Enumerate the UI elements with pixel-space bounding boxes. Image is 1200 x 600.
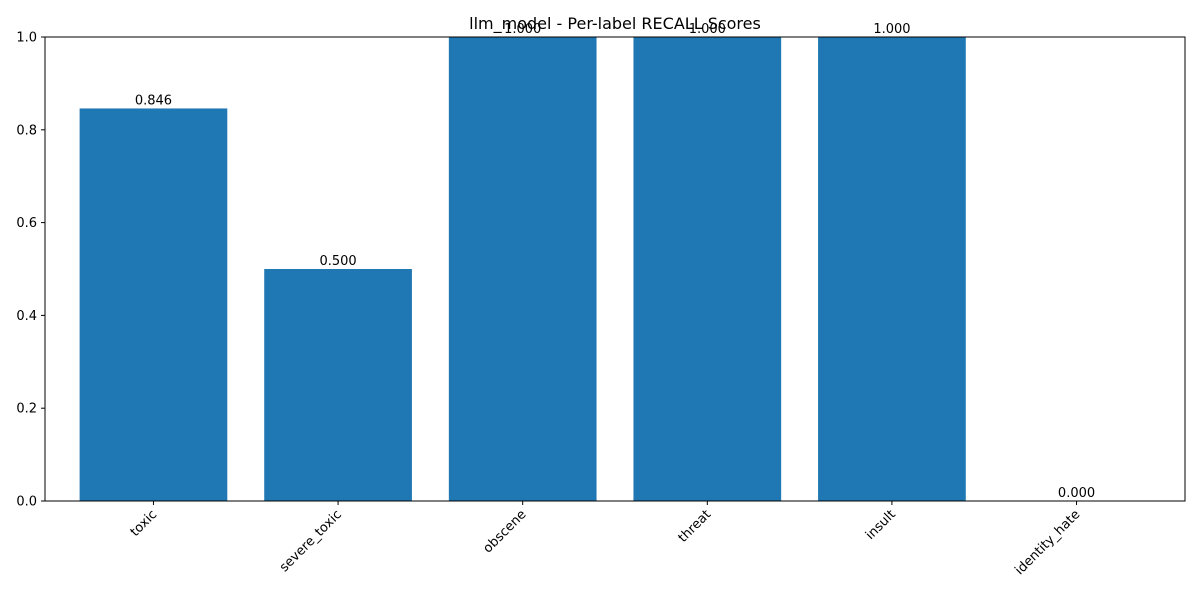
data-label-identity-hate: 0.000 xyxy=(1058,486,1095,501)
data-label-threat: 1.000 xyxy=(689,22,726,37)
x-tick-label-toxic: toxic xyxy=(128,507,161,540)
x-tick-label-severe-toxic: severe_toxic xyxy=(277,507,345,575)
data-label-severe-toxic: 0.500 xyxy=(319,254,356,269)
chart-title: llm_model - Per-label RECALL Scores xyxy=(469,14,761,34)
y-tick-label: 0.2 xyxy=(16,402,37,417)
bar-threat xyxy=(633,37,782,501)
data-label-toxic: 0.846 xyxy=(135,93,172,108)
x-tick-label-obscene: obscene xyxy=(480,507,529,556)
x-tick-label-identity-hate: identity_hate xyxy=(1012,507,1083,578)
y-tick-label: 0.0 xyxy=(16,495,37,510)
bar-severe-toxic xyxy=(264,269,412,501)
plot-frame xyxy=(44,36,1186,502)
bar-toxic xyxy=(79,108,228,502)
y-tick-label: 1.0 xyxy=(16,31,37,46)
x-tick-label-insult: insult xyxy=(863,507,899,543)
bars-layer: 0.846 0.500 1.000 1.000 1.000 0.000 xyxy=(79,22,1095,502)
bar-obscene xyxy=(448,37,597,501)
x-tick-label-threat: threat xyxy=(676,507,715,546)
x-axis: toxic severe_toxic obscene threat insult iden… xyxy=(128,501,1083,578)
data-label-obscene: 1.000 xyxy=(504,22,541,37)
y-tick-label: 0.6 xyxy=(16,216,37,231)
y-axis: 0.0 0.2 0.4 0.6 0.8 1.0 xyxy=(16,31,45,510)
data-label-insult: 1.000 xyxy=(873,22,910,37)
y-tick-label: 0.4 xyxy=(16,309,37,324)
bar-insult xyxy=(818,37,966,501)
y-tick-label: 0.8 xyxy=(16,123,37,138)
